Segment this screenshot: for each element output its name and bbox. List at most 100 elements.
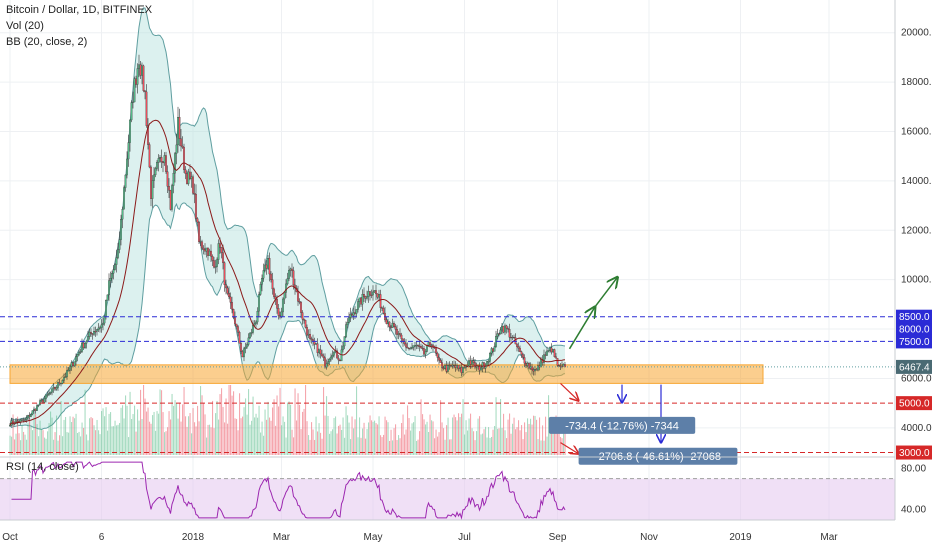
candle-body	[88, 331, 91, 337]
candle-body	[300, 301, 302, 313]
symbol-legend[interactable]: Bitcoin / Dollar, 1D, BITFINEX	[6, 4, 153, 16]
candle-body	[385, 319, 388, 324]
candle-body	[369, 291, 371, 296]
candle-body	[27, 415, 29, 419]
candle-body	[436, 352, 439, 358]
candle-body	[510, 337, 512, 339]
volume-bar	[345, 406, 347, 455]
candle-body	[523, 357, 526, 364]
level-tag-8500-bg[interactable]	[896, 309, 932, 324]
candle-body	[243, 348, 245, 358]
candle-body	[406, 346, 409, 349]
candle-body	[489, 353, 491, 362]
candle-body	[144, 90, 146, 93]
projection-arrow-2[interactable]	[594, 277, 618, 308]
candle-body	[150, 166, 152, 199]
volume-bar	[516, 427, 518, 455]
volume-bar	[17, 416, 19, 455]
candle-body	[454, 365, 457, 368]
volume-bar	[155, 430, 157, 455]
support-zone[interactable]	[9, 364, 764, 384]
down-arrow-1[interactable]	[560, 382, 579, 400]
volume-bar	[503, 413, 505, 455]
candle-body	[391, 323, 394, 328]
measure-callout-box-1[interactable]	[548, 416, 696, 434]
candle-body	[90, 331, 92, 334]
volume-bar	[311, 422, 313, 455]
volume-bar	[21, 425, 23, 455]
volume-bar	[444, 439, 446, 455]
candle-body	[370, 294, 373, 296]
level-tag-hidden-bg[interactable]	[896, 322, 932, 337]
level-tag-7500-bg[interactable]	[896, 334, 932, 349]
candle-body	[136, 68, 139, 85]
candle-body	[36, 405, 38, 411]
candle-body	[352, 312, 355, 316]
volume-bar	[336, 433, 338, 455]
volume-bar	[429, 414, 431, 455]
volume-bar	[476, 431, 478, 455]
volume-bar	[515, 429, 517, 455]
candle-body	[57, 382, 59, 388]
candle-body	[169, 190, 172, 210]
candle-body	[166, 171, 169, 187]
level-tag-5000-text: 5000.0	[899, 399, 930, 410]
volume-bar	[270, 420, 272, 455]
candle-body	[411, 347, 413, 349]
volume-bar	[125, 395, 127, 455]
candle-body	[138, 64, 140, 69]
volume-bar	[288, 401, 290, 455]
volume-legend[interactable]: Vol (20)	[6, 20, 44, 32]
candle-body	[114, 264, 116, 270]
volume-bar	[284, 421, 286, 455]
candle-body	[390, 326, 392, 328]
volume-bar	[135, 431, 137, 455]
candle-body	[357, 301, 359, 310]
level-tag-5000-bg[interactable]	[896, 396, 932, 411]
bollinger-legend[interactable]: BB (20, close, 2)	[6, 36, 88, 48]
volume-bar	[440, 400, 442, 455]
volume-bar	[27, 423, 29, 455]
volume-bar	[165, 431, 167, 455]
volume-bar	[209, 424, 211, 455]
candle-body	[162, 161, 164, 164]
volume-bar	[110, 412, 112, 455]
volume-bar	[218, 419, 220, 455]
volume-bar	[317, 431, 319, 455]
volume-bar	[492, 429, 494, 455]
volume-bar	[462, 399, 464, 455]
candle-body	[75, 356, 77, 362]
last-price-tag-bg[interactable]	[896, 359, 932, 374]
projection-arrow-1[interactable]	[568, 307, 596, 350]
candle-body	[145, 91, 148, 126]
volume-bar	[522, 439, 524, 455]
candle-body	[459, 367, 461, 369]
candle-body	[367, 291, 370, 297]
candle-body	[534, 369, 536, 372]
volume-bar	[54, 432, 56, 455]
candle-body	[471, 360, 473, 365]
rsi-legend[interactable]: RSI (14, close)	[6, 461, 79, 473]
candle-body	[141, 65, 143, 76]
volume-bar	[347, 415, 349, 455]
level-tag-3000-bg[interactable]	[896, 445, 932, 460]
volume-bar	[398, 435, 400, 455]
candle-body	[381, 307, 383, 309]
candle-body	[322, 355, 325, 358]
candle-body	[244, 346, 247, 350]
volume-bar	[480, 434, 482, 455]
candle-body	[67, 370, 70, 372]
down-arrow-2[interactable]	[560, 442, 579, 454]
volume-bar	[558, 423, 560, 455]
candle-body	[351, 313, 353, 316]
volume-bar	[44, 437, 46, 455]
candle-body	[228, 293, 230, 298]
volume-bar	[423, 419, 425, 455]
volume-bar	[119, 423, 121, 455]
candle-body	[45, 394, 47, 399]
volume-bar	[249, 424, 251, 455]
candle-body	[48, 393, 50, 395]
measure-callout-box-2[interactable]	[578, 447, 738, 465]
candle-body	[415, 345, 418, 347]
